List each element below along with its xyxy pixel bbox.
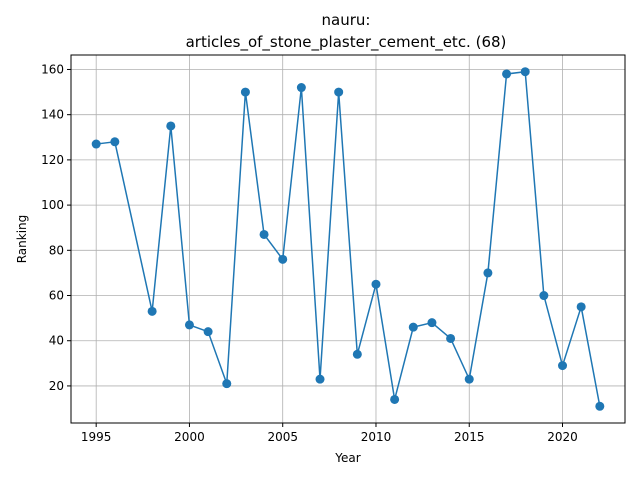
- data-point: [427, 318, 437, 328]
- data-point: [520, 67, 530, 77]
- y-tick-label: 140: [41, 108, 64, 122]
- ticks: 1995 2000 2005 2010 2015 20202040608010012014…: [41, 62, 578, 444]
- data-point: [184, 320, 194, 330]
- data-point: [91, 139, 101, 149]
- x-tick-label: 2000: [174, 430, 205, 444]
- y-tick-label: 160: [41, 62, 64, 76]
- data-point: [371, 279, 381, 289]
- data-point: [147, 306, 157, 316]
- data-point: [483, 268, 493, 278]
- data-point: [446, 333, 456, 343]
- chart-title-line-2: articles_of_stone_plaster_cement_etc. (6…: [186, 33, 507, 52]
- data-point: [390, 394, 400, 404]
- x-tick-label: 2005: [267, 430, 298, 444]
- y-tick-label: 80: [49, 243, 64, 257]
- data-point: [464, 374, 474, 384]
- data-point: [222, 379, 232, 389]
- data-point: [278, 254, 288, 264]
- data-point: [296, 83, 306, 93]
- y-tick-label: 40: [49, 334, 64, 348]
- x-tick-label: 2020: [547, 430, 578, 444]
- data-point: [576, 302, 586, 312]
- y-tick-label: 20: [49, 379, 64, 393]
- data-point: [595, 401, 605, 411]
- series-layer: [91, 67, 605, 411]
- data-point: [539, 291, 549, 301]
- grid: [71, 55, 625, 423]
- data-point: [203, 327, 213, 337]
- data-point: [502, 69, 512, 79]
- x-tick-label: 2015: [454, 430, 485, 444]
- data-point: [558, 361, 568, 371]
- data-point: [315, 374, 325, 384]
- x-tick-label: 1995: [81, 430, 112, 444]
- y-tick-label: 100: [41, 198, 64, 212]
- data-point: [259, 229, 269, 239]
- data-point: [334, 87, 344, 97]
- y-tick-label: 60: [49, 289, 64, 303]
- x-axis-label: Year: [334, 451, 360, 465]
- plot-frame: [70, 54, 626, 424]
- y-axis-label: Ranking: [15, 215, 29, 264]
- y-tick-label: 120: [41, 153, 64, 167]
- data-point: [352, 349, 362, 359]
- data-point: [240, 87, 250, 97]
- chart-title-line-1: nauru:: [322, 11, 371, 29]
- data-point: [110, 137, 120, 147]
- data-point: [408, 322, 418, 332]
- data-point: [166, 121, 176, 131]
- x-tick-label: 2010: [361, 430, 392, 444]
